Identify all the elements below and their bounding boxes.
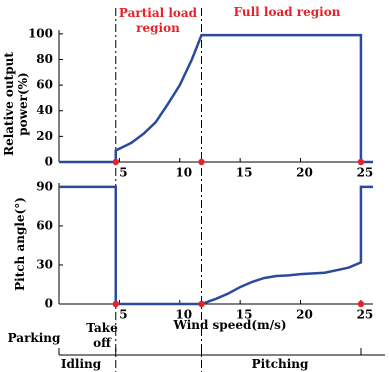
- marker: [112, 158, 119, 166]
- stage-label: Idling: [60, 357, 102, 371]
- y-axis-label: Relative output power(%): [2, 52, 30, 156]
- y-tick-label: 0: [45, 297, 53, 311]
- x-axis-label: Wind speed(m/s): [173, 318, 287, 332]
- y-tick-label: 20: [36, 129, 53, 143]
- stage-label: Pitching: [251, 357, 309, 371]
- x-tick-label: 20: [296, 308, 313, 322]
- data-line: [59, 33, 373, 164]
- x-tick-label: 15: [236, 308, 253, 322]
- x-tick-label: 10: [175, 166, 192, 180]
- x-tick-label: 5: [119, 308, 127, 322]
- x-tick-label: 10: [175, 308, 192, 322]
- annotation: Partial load region: [118, 6, 198, 35]
- x-tick-label: 25: [357, 166, 374, 180]
- marker: [357, 300, 365, 308]
- y-tick-label: 60: [36, 78, 53, 92]
- y-axis-label: Pitch angle(°): [13, 197, 27, 291]
- x-tick-label: 5: [119, 166, 127, 180]
- marker: [112, 300, 119, 308]
- y-tick-label: 0: [45, 155, 53, 169]
- y-tick-label: 40: [36, 103, 53, 117]
- y-tick-label: 90: [36, 179, 53, 193]
- annotation: Full load region: [233, 5, 341, 19]
- x-tick-label: 25: [357, 308, 374, 322]
- marker: [357, 158, 365, 166]
- stage-label: Take off: [86, 321, 118, 350]
- stage-label: Parking: [7, 331, 61, 345]
- x-tick-label: 20: [296, 166, 313, 180]
- data-line: [59, 185, 373, 306]
- marker: [198, 158, 205, 166]
- marker: [198, 300, 205, 308]
- y-tick-label: 30: [36, 257, 53, 271]
- y-tick-label: 80: [36, 52, 53, 66]
- y-tick-label: 60: [36, 218, 53, 232]
- y-tick-label: 100: [28, 26, 53, 40]
- x-tick-label: 15: [236, 166, 253, 180]
